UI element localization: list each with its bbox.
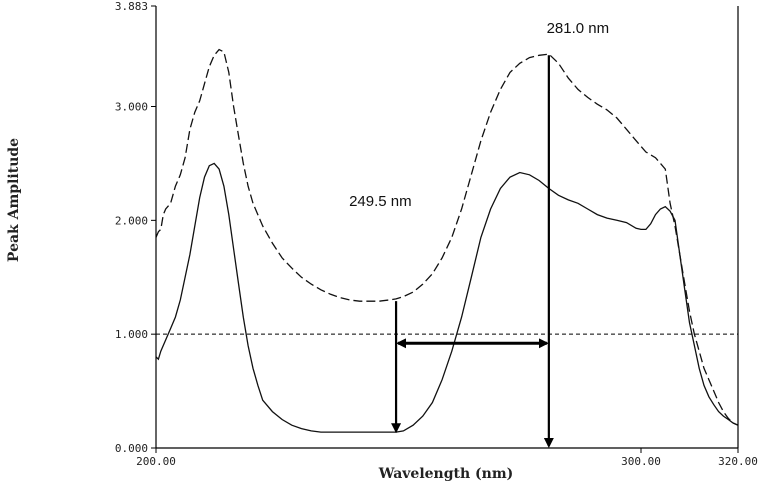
x-tick-label: 200.00 [136,455,176,468]
series-layer [155,48,739,433]
y-tick-label: 2.000 [115,214,148,227]
y-tick-label: 0.000 [115,442,148,455]
x-axis-label: Wavelength (nm) [378,466,514,482]
x-tick-label: 320.00 [718,455,758,468]
series-line-solid [155,162,739,433]
x-axis-ticks: 200.00 300.00 320.00 [136,448,758,468]
y-axis-label: Peak Amplitude [6,138,22,262]
annotation-label: 281.0 nm [547,20,610,37]
y-axis-ticks: 0.000 1.000 2.000 3.000 3.883 [115,0,156,455]
annotation-layer: 281.0 nm 249.5 nm [349,20,610,448]
y-tick-label: 3.000 [115,101,148,114]
y-tick-label: 3.883 [115,0,148,13]
annotation-label: 249.5 nm [349,193,412,210]
series-line-dashed [155,48,739,426]
y-tick-label: 1.000 [115,328,148,341]
x-tick-label: 300.00 [621,455,661,468]
axes [155,6,739,449]
